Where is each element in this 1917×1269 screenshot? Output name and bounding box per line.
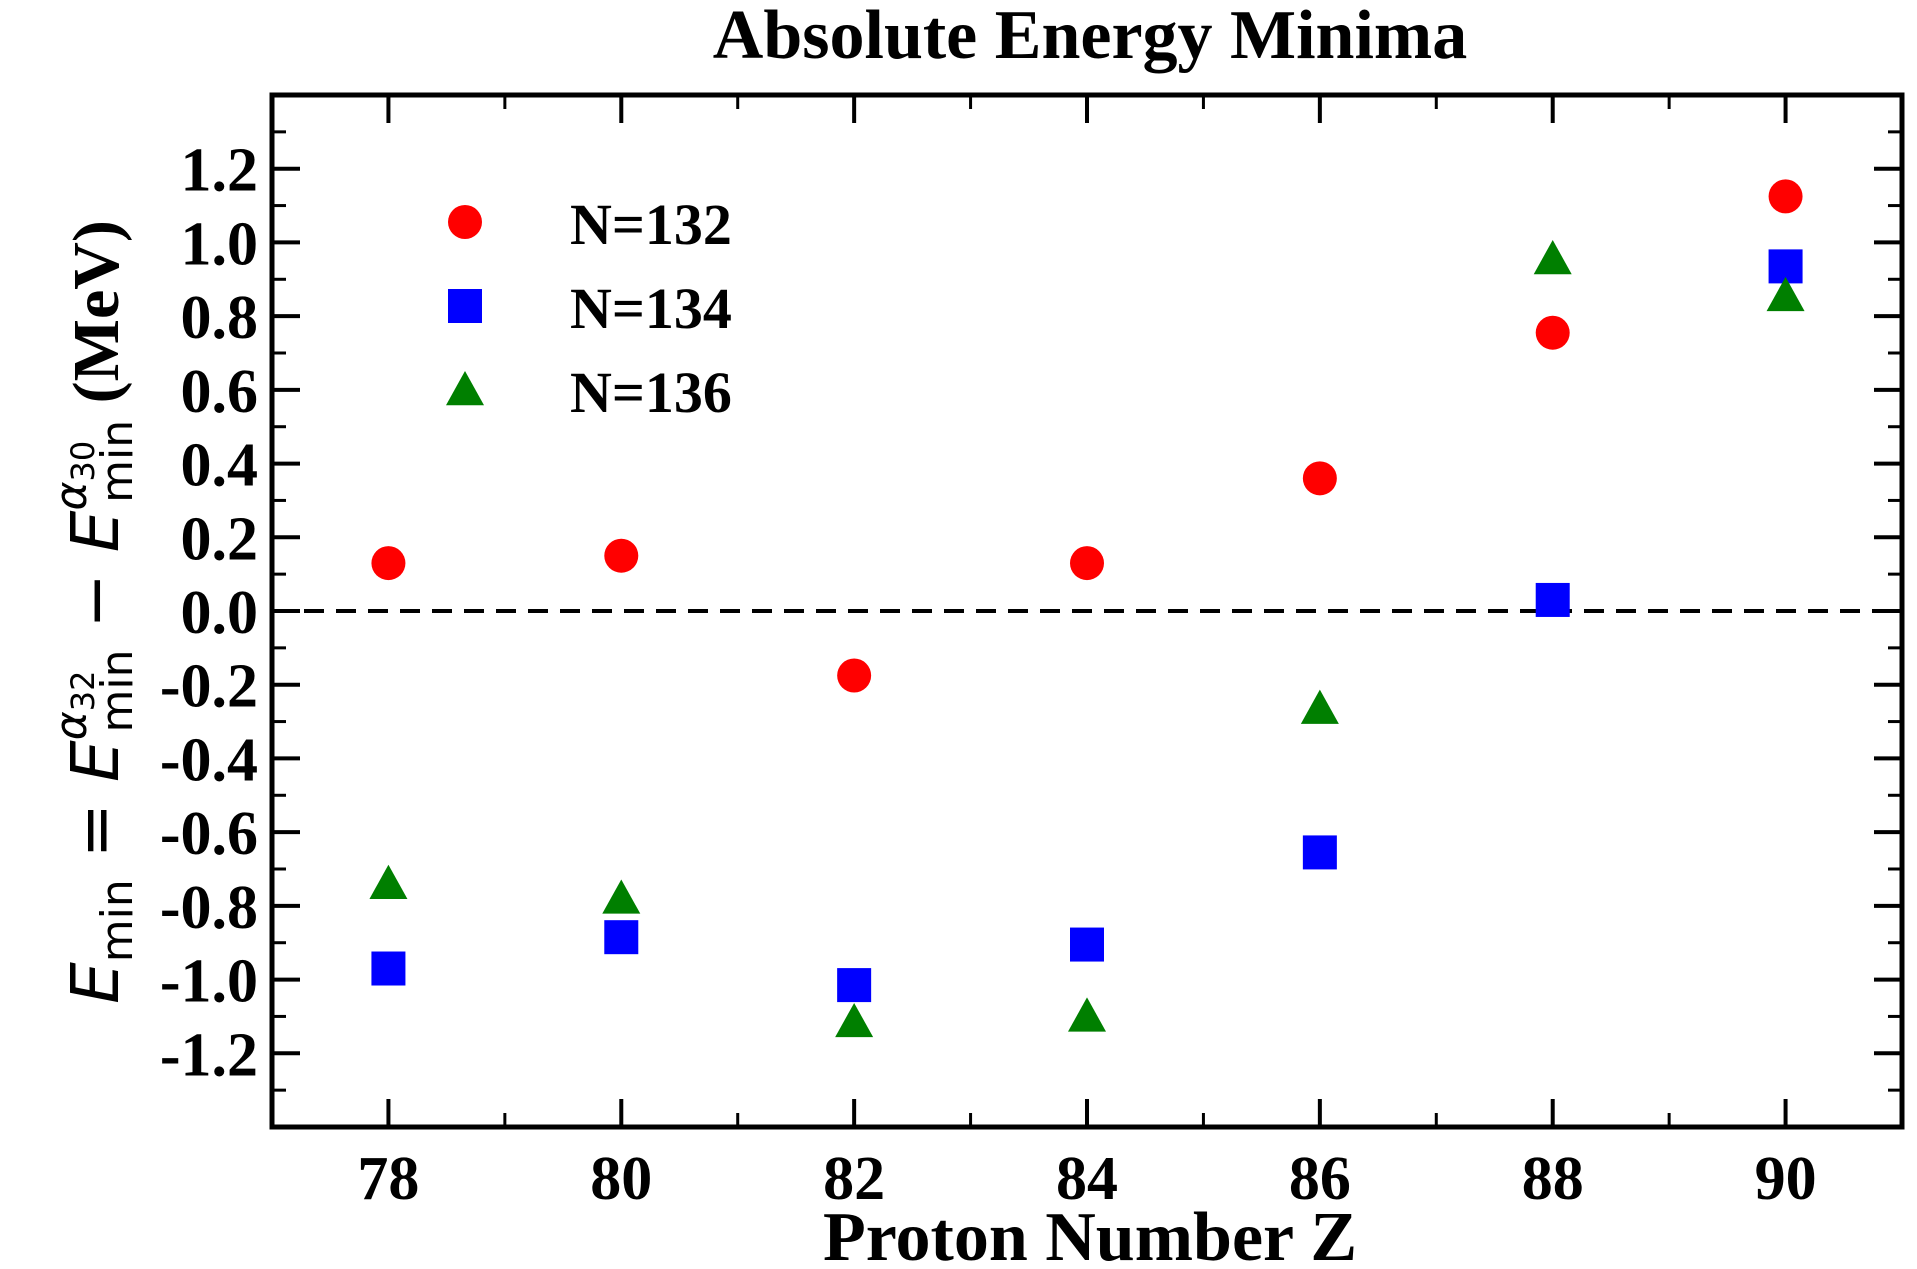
y-tick-label: 0.0 [181,579,259,647]
y-tick-label: -1.0 [160,948,258,1016]
y-tick-label: -0.2 [160,653,258,721]
y-label-equals: = [57,782,134,879]
x-tick-labels: 78 80 82 84 86 88 90 [357,1145,1816,1213]
data-point-triangle [835,1002,874,1038]
data-markers [369,179,1805,1038]
y-tick-label: 0.6 [181,358,259,426]
data-point-triangle [1068,997,1106,1032]
plot-frame [269,92,1905,1130]
data-point-square [837,968,872,1003]
y-tick-label: -0.4 [160,726,258,794]
data-point-square [1535,582,1570,617]
data-point-square [604,920,639,955]
x-tick-label: 90 [1755,1145,1817,1213]
data-point-circle [1070,546,1104,581]
y-tick-label: -1.2 [160,1021,258,1089]
legend: N=132 N=134 N=136 [446,192,732,425]
y-tick-label: 1.0 [181,210,259,278]
y-tick-label: -0.8 [160,874,258,942]
plot-area [269,92,1905,1130]
legend-label: N=136 [570,360,732,425]
data-point-triangle [1766,276,1805,312]
legend-marker-square [448,289,482,323]
data-point-circle [1302,461,1337,496]
y-label-term2-sub: min [92,420,143,503]
data-point-triangle [1300,689,1339,724]
y-axis-label-group: Emin = Eα32min − Eα30min (MeV) [46,220,143,1004]
y-label-term1: E [57,740,134,782]
data-point-triangle [369,864,408,899]
y-label-unit: (MeV) [60,220,133,420]
y-tick-labels: 1.21.00.80.60.40.20.0-0.2-0.4-0.6-0.8-1.… [160,137,258,1090]
data-point-square [1302,835,1337,870]
x-tick-label: 84 [1056,1145,1118,1213]
y-tick-label: 0.4 [181,432,259,500]
x-tick-label: 88 [1522,1145,1584,1213]
data-point-circle [1535,315,1570,350]
y-label-term1-sup-greek: α [46,711,97,740]
y-label-term1-sup-sub: 32 [64,671,102,712]
y-tick-label: 1.2 [181,137,259,205]
data-point-square [371,951,406,986]
x-tick-label: 78 [357,1145,419,1213]
legend-label: N=132 [570,192,732,257]
y-tick-label: -0.6 [160,800,258,868]
data-point-circle [371,546,406,581]
data-point-triangle [1533,240,1572,275]
y-label-lhs: E [57,962,134,1004]
x-tick-label: 86 [1289,1145,1351,1213]
legend-marker-triangle [446,371,484,406]
data-point-circle [1768,179,1803,214]
x-tick-label: 80 [590,1145,652,1213]
y-tick-label: 0.2 [181,505,259,573]
y-label-term1-sub: min [92,650,143,733]
data-point-circle [604,538,639,573]
data-point-square [1070,927,1104,962]
y-label-minus: − [57,552,134,649]
data-point-triangle [602,879,641,914]
legend-label: N=134 [570,276,732,341]
legend-marker-circle [448,205,482,239]
y-label-term2: E [57,510,134,552]
y-axis-label: Emin = Eα32min − Eα30min (MeV) [46,220,143,1004]
chart-title: Absolute Energy Minima [713,0,1467,74]
x-axis-label: Proton Number Z [823,1199,1357,1269]
y-label-lhs-sub: min [92,879,143,962]
x-tick-label: 82 [823,1145,885,1213]
data-point-circle [837,658,872,693]
y-label-term2-sup-greek: α [46,482,97,511]
y-tick-label: 0.8 [181,284,259,352]
y-label-term2-sup-sub: 30 [64,441,102,482]
